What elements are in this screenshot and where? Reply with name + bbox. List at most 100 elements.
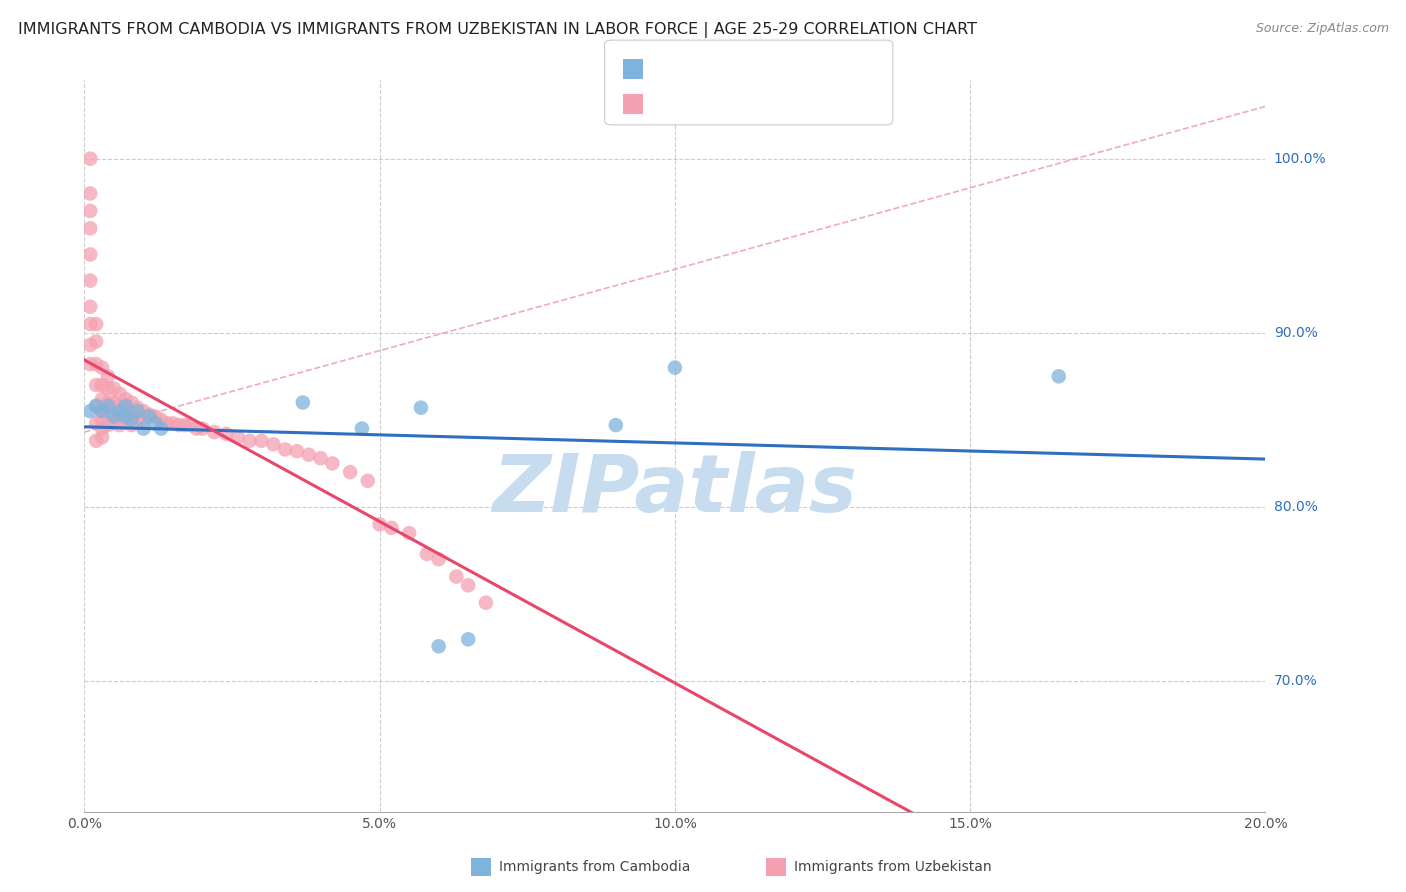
- Point: [215, 426, 238, 441]
- Point: [84, 378, 107, 392]
- Point: [605, 418, 627, 433]
- Point: [291, 395, 314, 409]
- Point: [368, 517, 391, 532]
- Point: [108, 418, 131, 433]
- Point: [138, 409, 160, 424]
- Text: Source: ZipAtlas.com: Source: ZipAtlas.com: [1256, 22, 1389, 36]
- Point: [84, 317, 107, 331]
- Point: [150, 421, 173, 435]
- Point: [79, 152, 101, 166]
- Point: [79, 300, 101, 314]
- Point: [114, 404, 136, 418]
- Point: [427, 640, 450, 654]
- Point: [416, 547, 439, 561]
- Point: [84, 334, 107, 349]
- Text: IMMIGRANTS FROM CAMBODIA VS IMMIGRANTS FROM UZBEKISTAN IN LABOR FORCE | AGE 25-2: IMMIGRANTS FROM CAMBODIA VS IMMIGRANTS F…: [18, 22, 977, 38]
- Point: [121, 395, 143, 409]
- Point: [91, 360, 114, 375]
- Point: [262, 437, 284, 451]
- Text: R =: R =: [651, 62, 682, 77]
- Text: ZIPatlas: ZIPatlas: [492, 450, 858, 529]
- Point: [127, 401, 149, 415]
- Point: [409, 401, 432, 415]
- Point: [97, 382, 120, 396]
- Point: [97, 369, 120, 384]
- Point: [380, 521, 402, 535]
- Point: [309, 451, 332, 466]
- Text: 0.178: 0.178: [693, 62, 740, 77]
- Point: [91, 421, 114, 435]
- Point: [132, 421, 155, 435]
- Point: [84, 417, 107, 431]
- Point: [91, 378, 114, 392]
- Point: [79, 404, 101, 418]
- Point: [398, 526, 420, 541]
- Point: [427, 552, 450, 566]
- Point: [108, 386, 131, 401]
- Point: [239, 434, 262, 448]
- Point: [114, 413, 136, 427]
- Point: [79, 247, 101, 261]
- Point: [457, 632, 479, 647]
- Point: [180, 418, 202, 433]
- Point: [446, 569, 468, 583]
- Point: [127, 411, 149, 425]
- Point: [285, 444, 308, 458]
- Text: 22: 22: [801, 62, 821, 77]
- Point: [475, 596, 498, 610]
- Point: [84, 399, 107, 413]
- Point: [79, 338, 101, 352]
- Point: [79, 317, 101, 331]
- Text: N =: N =: [759, 96, 792, 112]
- Point: [121, 413, 143, 427]
- Point: [457, 578, 479, 592]
- Point: [132, 413, 155, 427]
- Text: Immigrants from Cambodia: Immigrants from Cambodia: [499, 860, 690, 874]
- Point: [108, 399, 131, 413]
- Point: [91, 404, 114, 418]
- Point: [664, 360, 686, 375]
- Point: [79, 357, 101, 371]
- Point: [186, 421, 208, 435]
- Text: 70.0%: 70.0%: [1274, 674, 1317, 688]
- Point: [97, 399, 120, 413]
- Point: [84, 357, 107, 371]
- Point: [167, 418, 190, 433]
- Text: R =: R =: [651, 96, 682, 112]
- Point: [339, 465, 361, 479]
- Point: [108, 404, 131, 418]
- Point: [143, 409, 166, 424]
- Point: [91, 392, 114, 406]
- Point: [108, 409, 131, 424]
- Point: [127, 404, 149, 418]
- Point: [79, 221, 101, 235]
- Point: [91, 430, 114, 444]
- Text: 100.0%: 100.0%: [1274, 152, 1326, 166]
- Point: [91, 404, 114, 418]
- Point: [274, 442, 297, 457]
- Point: [121, 408, 143, 422]
- Text: 80.0%: 80.0%: [1274, 500, 1317, 514]
- Text: 90.0%: 90.0%: [1274, 326, 1317, 340]
- Point: [103, 395, 125, 409]
- Point: [114, 399, 136, 413]
- Point: [114, 392, 136, 406]
- Point: [162, 417, 184, 431]
- Point: [357, 474, 380, 488]
- Text: N =: N =: [759, 62, 792, 77]
- Point: [1047, 369, 1070, 384]
- Point: [79, 274, 101, 288]
- Point: [103, 382, 125, 396]
- Point: [121, 418, 143, 433]
- Point: [84, 434, 107, 448]
- Point: [97, 395, 120, 409]
- Point: [97, 418, 120, 433]
- Point: [103, 408, 125, 422]
- Point: [191, 421, 214, 435]
- Text: 81: 81: [801, 96, 823, 112]
- Point: [226, 430, 249, 444]
- Point: [143, 417, 166, 431]
- Point: [84, 399, 107, 413]
- Point: [103, 409, 125, 424]
- Point: [156, 417, 179, 431]
